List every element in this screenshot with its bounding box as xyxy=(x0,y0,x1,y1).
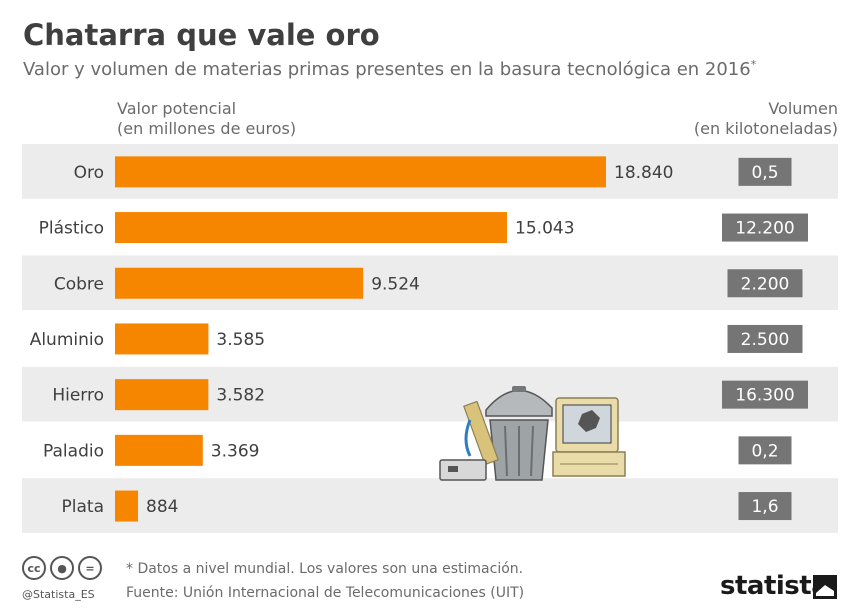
bar xyxy=(115,434,203,466)
bar xyxy=(115,156,606,188)
value-header: Valor potencial (en millones de euros) xyxy=(117,99,296,139)
volume-header-line-1: Volumen xyxy=(768,99,838,118)
nd-icon: = xyxy=(78,556,102,580)
category-label: Aluminio xyxy=(30,330,104,350)
volume-label: 0,5 xyxy=(751,163,778,183)
volume-header-line-2: (en kilotoneladas) xyxy=(693,119,838,138)
category-label: Hierro xyxy=(52,386,104,406)
category-label: Plata xyxy=(62,497,104,517)
volume-box xyxy=(738,492,792,521)
footnote: * Datos a nivel mundial. Los valores son… xyxy=(126,561,524,577)
value-label: 3.582 xyxy=(216,386,265,406)
volume-label: 16.300 xyxy=(735,386,794,406)
chart-title: Chatarra que vale oro xyxy=(23,18,380,52)
value-label: 15.043 xyxy=(515,219,574,239)
value-header-line-2: (en millones de euros) xyxy=(117,119,297,138)
ewaste-illustration xyxy=(439,386,626,481)
value-label: 3.585 xyxy=(216,330,265,350)
license-icons: cc ● = xyxy=(22,556,102,580)
volume-label: 1,6 xyxy=(751,497,778,517)
by-icon: ● xyxy=(50,556,74,580)
value-label: 9.524 xyxy=(371,274,420,294)
volume-box xyxy=(722,213,808,242)
cc-icon: cc xyxy=(22,556,46,580)
volume-label: 12.200 xyxy=(735,219,794,239)
volume-label: 2.500 xyxy=(741,330,790,350)
value-header-line-1: Valor potencial xyxy=(117,99,237,118)
volume-label: 2.200 xyxy=(741,274,790,294)
statista-logo-text: statista xyxy=(720,571,829,601)
volume-box xyxy=(727,269,803,298)
source-note: Fuente: Unión Internacional de Telecomun… xyxy=(126,585,525,601)
volume-box xyxy=(738,436,792,465)
bar xyxy=(115,379,209,411)
row-stripe xyxy=(22,478,838,533)
category-label: Plástico xyxy=(39,219,104,239)
category-label: Paladio xyxy=(43,441,104,461)
bar xyxy=(115,212,508,244)
value-label: 18.840 xyxy=(614,163,673,183)
value-label: 884 xyxy=(146,497,178,517)
chart-subtitle: Valor y volumen de materias primas prese… xyxy=(23,58,757,80)
category-label: Cobre xyxy=(54,274,104,294)
statista-logo-icon xyxy=(813,575,837,599)
bar xyxy=(115,267,364,299)
twitter-handle: @Statista_ES xyxy=(22,588,95,601)
volume-label: 0,2 xyxy=(751,441,778,461)
volume-box xyxy=(738,157,792,186)
volume-box xyxy=(727,324,803,353)
category-label: Oro xyxy=(74,163,104,183)
bar xyxy=(115,490,139,522)
volume-box xyxy=(722,380,808,409)
bar xyxy=(115,323,209,355)
volume-header: Volumen (en kilotoneladas) xyxy=(680,99,838,139)
value-label: 3.369 xyxy=(211,441,260,461)
